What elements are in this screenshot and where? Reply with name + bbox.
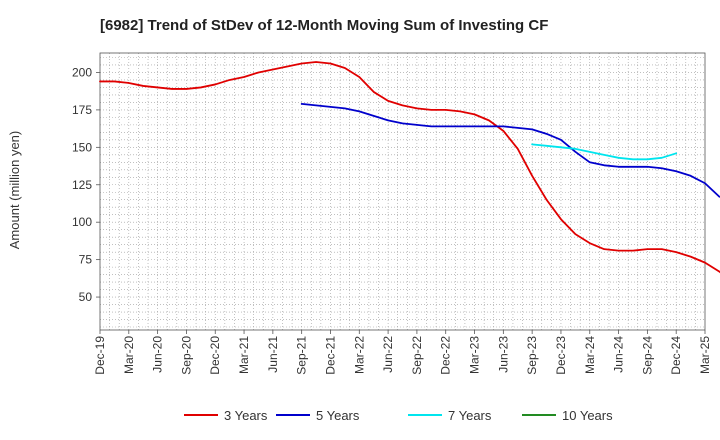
x-tick-label: Mar-22 <box>352 336 366 374</box>
plot-area <box>99 52 706 331</box>
plot-frame <box>99 52 706 331</box>
series-lines <box>99 61 720 274</box>
legend-label: 7 Years <box>448 408 492 423</box>
y-tick-label: 100 <box>72 215 92 229</box>
x-tick-label: Mar-23 <box>468 336 482 374</box>
x-tick-label: Sep-21 <box>295 336 309 375</box>
x-tick-label: Dec-20 <box>208 336 222 375</box>
series-line <box>531 143 678 161</box>
x-tick-label: Jun-22 <box>381 336 395 373</box>
x-tick-label: Jun-24 <box>612 336 626 373</box>
legend-label: 10 Years <box>562 408 613 423</box>
x-tick-label: Mar-24 <box>583 336 597 374</box>
y-tick-label: 150 <box>72 140 92 154</box>
y-tick-label: 50 <box>79 290 93 304</box>
x-tick-label: Dec-21 <box>323 336 337 375</box>
x-axis: Dec-19 Mar-20 Jun-20 Sep-20 Dec-20 Mar-21 Jun-… <box>93 330 712 375</box>
legend: 3 Years 5 Years 7 Years 10 Years <box>184 408 613 423</box>
x-tick-label: Jun-20 <box>151 336 165 373</box>
grid <box>100 53 705 330</box>
y-tick-label: 125 <box>72 178 92 192</box>
series-line <box>99 61 720 274</box>
x-tick-label: Dec-23 <box>554 336 568 375</box>
x-tick-label: Sep-20 <box>179 336 193 375</box>
x-tick-label: Dec-19 <box>93 336 107 375</box>
x-tick-label: Mar-20 <box>122 336 136 374</box>
x-tick-label: Jun-23 <box>496 336 510 373</box>
x-tick-label: Mar-21 <box>237 336 251 374</box>
x-tick-label: Jun-21 <box>266 336 280 373</box>
y-tick-label: 75 <box>79 253 93 267</box>
x-tick-label: Dec-22 <box>439 336 453 375</box>
series-line <box>300 103 720 198</box>
y-tick-label: 175 <box>72 103 92 117</box>
x-tick-label: Sep-24 <box>640 336 654 375</box>
x-tick-label: Mar-25 <box>698 336 712 374</box>
legend-label: 3 Years <box>224 408 268 423</box>
y-tick-label: 200 <box>72 65 92 79</box>
chart-title: [6982] Trend of StDev of 12-Month Moving… <box>100 17 548 34</box>
x-tick-label: Sep-23 <box>525 336 539 375</box>
y-axis-title: Amount (million yen) <box>7 131 22 250</box>
legend-label: 5 Years <box>316 408 360 423</box>
x-tick-label: Dec-24 <box>669 336 683 375</box>
x-tick-label: Sep-22 <box>410 336 424 375</box>
y-axis: 50 75 100 125 150 175 200 <box>72 65 100 304</box>
